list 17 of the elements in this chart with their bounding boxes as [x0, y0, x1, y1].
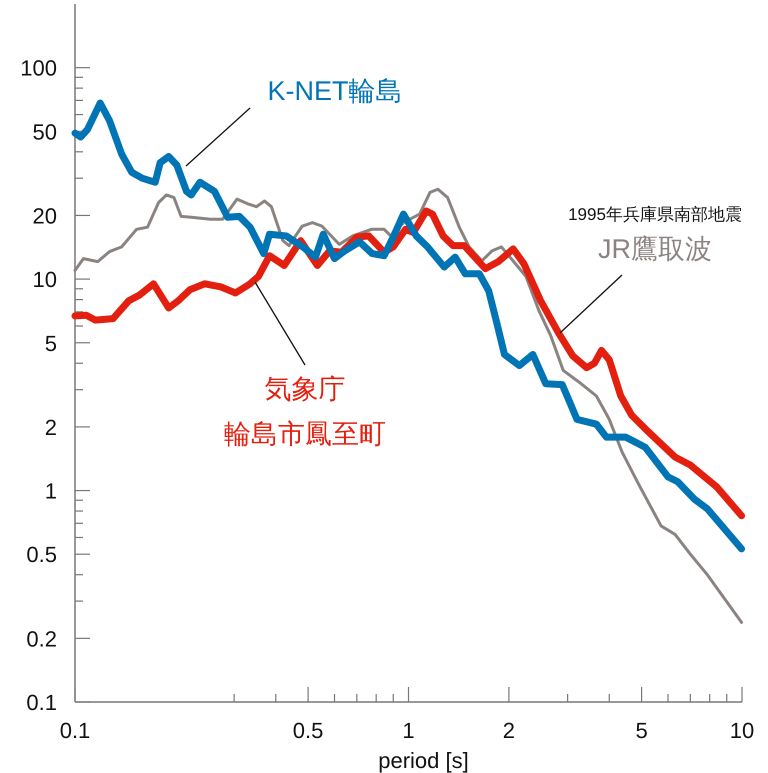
- y-tick-label: 50: [32, 119, 57, 144]
- x-tick-label: 5: [635, 718, 648, 743]
- y-tick-label: 0.2: [26, 626, 57, 652]
- y-tick-label: 20: [32, 203, 57, 228]
- y-tick-label: 1: [44, 478, 57, 504]
- x-tick-label: 2: [502, 718, 516, 743]
- y-tick-label: 0.1: [26, 690, 57, 715]
- y-tick-label: 2: [44, 414, 57, 440]
- y-tick-label: 100: [20, 56, 57, 81]
- y-tick-label: 10: [32, 267, 57, 292]
- x-tick-label: 0.5: [292, 718, 324, 743]
- x-axis-title: period [s]: [378, 748, 469, 773]
- y-tick-label: 0.5: [26, 542, 57, 568]
- y-tick-label: 5: [44, 330, 57, 356]
- x-tick-label: 10: [730, 718, 754, 743]
- annotation: 1995年兵庫県南部地震: [568, 205, 742, 224]
- x-tick-label: 1: [402, 718, 415, 743]
